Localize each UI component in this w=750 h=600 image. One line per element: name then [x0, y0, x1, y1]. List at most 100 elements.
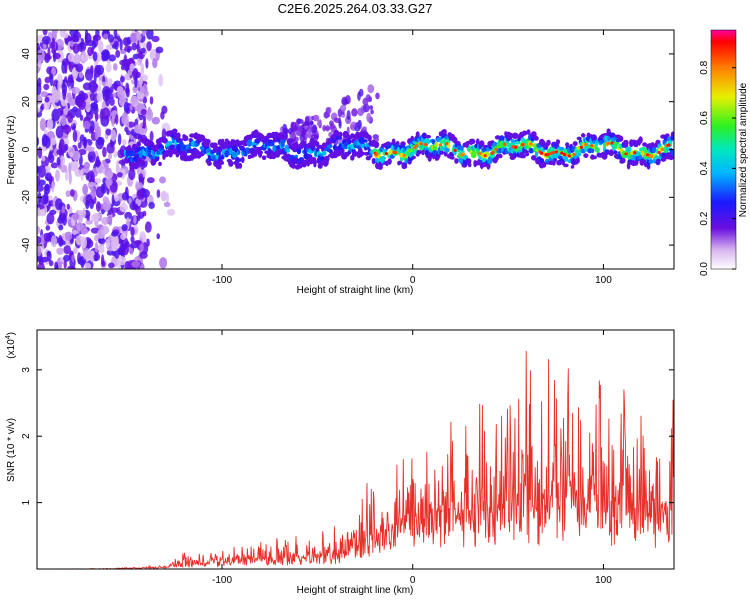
- spectrogram-peak-cell: [478, 151, 482, 155]
- spectrogram-noise-cell: [42, 35, 51, 45]
- spectrogram-noise-cell: [134, 71, 141, 79]
- spectrogram-noise-cell: [85, 219, 93, 225]
- spectrogram-noise-cell: [63, 143, 69, 152]
- spectrogram-noise-cell: [95, 186, 105, 199]
- spectrogram-noise-cell: [46, 118, 54, 131]
- y-tick-label: 3: [21, 367, 32, 373]
- spectrogram-noise-cell: [105, 94, 111, 107]
- spectrogram-noise-cell: [136, 56, 143, 66]
- spectrogram-noise-cell: [101, 254, 105, 267]
- spectrogram-spur-cell: [351, 108, 358, 117]
- spectrogram-ridge-cell: [130, 150, 137, 156]
- spectrogram-peak-cell: [402, 153, 406, 157]
- spectrogram-spur-cell: [365, 94, 371, 102]
- spectrogram-ridge-cell: [415, 131, 420, 139]
- spectrogram-ridge-cell: [296, 147, 302, 155]
- spectrogram-noise-cell: [90, 186, 96, 200]
- spectrogram-ridge-cell: [350, 154, 355, 161]
- colorbar-gradient: [710, 29, 737, 270]
- spectrogram-noise-cell: [70, 159, 79, 172]
- spectrogram-ridge-cell: [269, 141, 275, 147]
- spectrogram-noise-cell: [115, 114, 119, 125]
- spectrogram-noise-cell: [62, 215, 67, 226]
- snr-ylabel: SNR (10 * v/v): [6, 418, 17, 482]
- spectrogram-ridge-cell: [470, 151, 477, 159]
- spectrogram-ridge-cell: [238, 158, 242, 162]
- spectrogram-noise-cell: [66, 203, 71, 210]
- spectrogram-noise-cell: [83, 136, 87, 149]
- spectrogram-ridge-cell: [286, 148, 291, 153]
- spectrogram-noise-cell: [142, 210, 147, 217]
- spectrogram-ridge-cell: [581, 133, 585, 138]
- spectrogram-spur-cell: [367, 84, 375, 94]
- spectrogram-spur-cell: [329, 120, 334, 127]
- spectrogram-ridge-cell: [459, 145, 464, 151]
- spectrogram-noise-cell: [49, 73, 54, 87]
- spectrogram-noise-cell: [74, 169, 83, 177]
- spectrogram-peak-cell: [414, 144, 419, 148]
- spectrogram-noise-cell: [145, 58, 149, 69]
- spectrogram-ridge-cell: [665, 133, 670, 137]
- spectrogram-noise-cell: [109, 97, 115, 107]
- spectrogram-noise-cell: [83, 161, 90, 169]
- spectrogram-peak-cell: [645, 153, 650, 157]
- spectrogram-ridge-cell: [302, 140, 307, 145]
- spectrogram-noise-cell: [156, 233, 160, 240]
- spectrogram-noise-cell: [43, 83, 50, 91]
- spectrogram-noise-cell: [106, 170, 114, 178]
- spectrogram-noise-cell: [130, 95, 139, 108]
- spectrogram-noise-cell: [92, 105, 99, 115]
- spectrogram-spur-cell: [302, 130, 306, 136]
- spectrogram-noise-cell: [149, 130, 154, 142]
- spectrogram-noise-cell: [37, 94, 43, 105]
- spectrogram-noise-cell: [51, 92, 60, 103]
- spectrogram-ridge-cell: [228, 160, 234, 167]
- spectrogram-noise-cell: [45, 225, 51, 231]
- spectrogram-noise-cell: [105, 178, 113, 187]
- spectrogram-noise-cell: [82, 228, 89, 235]
- spectrogram-peak-cell: [633, 151, 637, 155]
- spectrogram-peak-cell: [567, 154, 571, 158]
- spectrogram-noise-cell: [75, 108, 82, 118]
- y-tick-label: 2: [21, 433, 32, 439]
- spectrogram-peak-cell: [511, 145, 515, 149]
- spectrogram-noise-cell: [159, 176, 166, 184]
- spectrogram-noise-cell: [102, 199, 112, 212]
- spectrogram-noise-cell: [124, 211, 133, 220]
- spectrogram-noise-cell: [119, 203, 128, 213]
- spectrogram-noise-cell: [136, 32, 141, 41]
- spectrogram-ridge-cell: [338, 136, 343, 140]
- spectrogram-spur-cell: [326, 106, 332, 114]
- spectrogram-ridge-cell: [325, 159, 329, 166]
- spectrogram-peak-cell: [584, 143, 588, 147]
- spectrogram-ridge-cell: [398, 160, 403, 165]
- spectrogram-ridge-cell: [515, 140, 521, 145]
- spectrogram-ridge-cell: [542, 161, 547, 168]
- spectrogram-noise-cell: [72, 129, 78, 142]
- spectrogram-peak-cell: [392, 150, 396, 154]
- spectrogram-ridge-cell: [475, 138, 480, 146]
- spectrogram-noise-cell: [37, 245, 42, 257]
- spectrogram-noise-cell: [41, 133, 49, 147]
- spectrogram-noise-cell: [139, 231, 146, 239]
- spectrogram-spur-cell: [325, 112, 331, 118]
- spectrogram-ridge-cell: [286, 139, 293, 145]
- spectrogram-ridge-cell: [617, 135, 624, 142]
- x-tick-label: -100: [212, 275, 232, 286]
- colorbar-tick-label: 0.8: [699, 60, 710, 74]
- spectrogram-noise-cell: [91, 40, 97, 50]
- spectrogram-ridge-cell: [207, 161, 212, 166]
- spectrogram-ridge-cell: [593, 135, 597, 142]
- spectrogram-noise-cell: [134, 76, 138, 89]
- spectrogram-spur-cell: [346, 110, 351, 121]
- spectrogram-noise-cell: [82, 248, 91, 261]
- spectrogram-noise-cell: [65, 190, 71, 198]
- spectrogram-ridge-cell: [294, 154, 299, 159]
- spectrogram-ridge-cell: [479, 140, 485, 148]
- spectrogram-noise-cell: [99, 245, 105, 254]
- spectrogram-noise-cell: [68, 97, 77, 106]
- spectrogram-peak-cell: [606, 141, 610, 145]
- spectrogram-noise-cell: [102, 146, 107, 158]
- spectrogram-noise-cell: [96, 136, 105, 146]
- spectrogram-ridge-cell: [313, 160, 317, 166]
